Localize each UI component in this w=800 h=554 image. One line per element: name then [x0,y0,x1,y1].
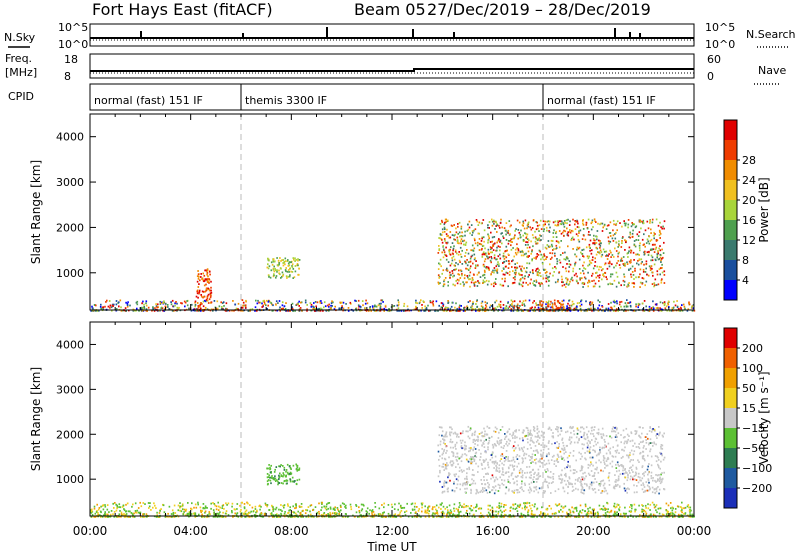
freq-left-top-tick: 18 [64,53,78,66]
colorbar-swatch [724,468,737,489]
colorbar-swatch [724,488,737,509]
cpid-label: CPID [8,90,34,103]
colorbar-swatch [724,428,737,449]
noise-left-top-tick: 10^5 [58,21,88,34]
colorbar-tick-label: −100 [742,462,772,475]
panel-frame [89,321,695,517]
y-tick-label: 3000 [56,383,84,396]
freq-right-bottom-tick: 0 [707,70,714,83]
colorbar-tick-label: 16 [742,214,756,227]
colorbar-tick-label: 100 [742,362,763,375]
colorbar-swatch [724,180,737,201]
nave-label: Nave [758,64,786,77]
data-region [437,425,666,495]
data-region [195,268,213,311]
time-tick-label: 04:00 [173,524,208,538]
colorbar-tick-label: 15 [742,402,756,415]
colorbar-tick-label: −200 [742,482,772,495]
time-tick-label: 00:00 [73,524,108,538]
colorbar-swatch [724,408,737,429]
colorbar-swatch [724,240,737,261]
time-tick-label: 16:00 [475,524,510,538]
cpid-segment-label: themis 3300 IF [245,94,327,107]
colorbar-tick-label: −50 [742,442,765,455]
y-tick-label: 3000 [56,176,84,189]
y-axis-label: Slant Range [km] [29,367,43,471]
freq-label-line2: [MHz] [5,66,37,79]
freq-strip-frame [89,53,695,79]
noise-strip-frame [89,23,695,47]
noise-right-top-tick: 10^5 [705,21,735,34]
power-panel: 1000 2000 3000 4000 Slant Range [km] 4 8 12 16 20… [29,113,771,312]
data-region [266,463,301,486]
cpid-strip-frame [89,83,695,111]
colorbar-tick-label: 4 [742,274,749,287]
time-tick-label: 08:00 [274,524,309,538]
colorbar-tick-label: 50 [742,382,756,395]
colorbar-swatch [724,368,737,389]
colorbar-swatch [724,348,737,369]
freq-left-bottom-tick: 8 [64,70,71,83]
freq-label-line1: Freq. [5,52,32,65]
date-range: 27/Dec/2019 – 28/Dec/2019 [427,0,651,19]
time-axis-label: Time UT [366,540,417,554]
y-axis-label: Slant Range [km] [29,160,43,264]
colorbar-swatch [724,260,737,281]
velocity-panel: 1000 2000 3000 4000 Slant Range [km] 200 100 50… [29,321,772,518]
nsky-label: N.Sky [4,31,36,44]
colorbar-swatch [724,328,737,349]
colorbar-swatch [724,220,737,241]
figure-title: Fort Hays East (fitACF) [92,0,273,19]
time-tick-label: 20:00 [576,524,611,538]
y-tick-label: 1000 [56,267,84,280]
colorbar-swatch [724,388,737,409]
data-region [538,300,565,311]
cpid-segment-label: normal (fast) 151 IF [547,94,656,107]
freq-right-top-tick: 60 [707,53,721,66]
colorbar-swatch [724,448,737,469]
cpid-segments: normal (fast) 151 IF themis 3300 IF normal… [94,84,656,110]
data-region [437,218,666,288]
colorbar-swatch [724,160,737,181]
colorbar-tick-label: 24 [742,174,756,187]
freq-strip-line [90,68,694,72]
time-tick-label: 12:00 [375,524,410,538]
data-region [266,257,301,279]
colorbar-swatch [724,200,737,221]
cpid-segment-label: normal (fast) 151 IF [94,94,203,107]
colorbar-tick-label: 28 [742,154,756,167]
colorbar-swatch [724,120,737,141]
colorbar-swatch [724,140,737,161]
nsearch-label: N.Search [746,28,796,41]
y-tick-label: 4000 [56,338,84,351]
noise-left-bottom-tick: 10^0 [58,38,88,51]
time-axis: 00:00 04:00 08:00 12:00 16:00 20:00 00:00 [73,524,712,538]
y-tick-label: 2000 [56,221,84,234]
colorbar-label: Velocity [m s⁻¹] [757,371,771,464]
colorbar-tick-label: 20 [742,194,756,207]
y-tick-label: 4000 [56,131,84,144]
colorbar-tick-label: 8 [742,254,749,267]
colorbar-swatch [724,280,737,301]
colorbar-tick-label: 200 [742,342,763,355]
colorbar-label: Power [dB] [757,177,771,242]
noise-right-bottom-tick: 10^0 [705,38,735,51]
y-tick-label: 1000 [56,473,84,486]
noise-spikes [140,27,641,38]
panel-frame [89,113,695,311]
time-tick-label: 00:00 [677,524,712,538]
y-tick-label: 2000 [56,428,84,441]
colorbar-frame [723,119,738,301]
colorbar-frame [723,327,738,509]
colorbar-tick-label: 12 [742,234,756,247]
colorbar-tick-label: −15 [742,422,765,435]
beam-label: Beam 05 [354,0,426,19]
